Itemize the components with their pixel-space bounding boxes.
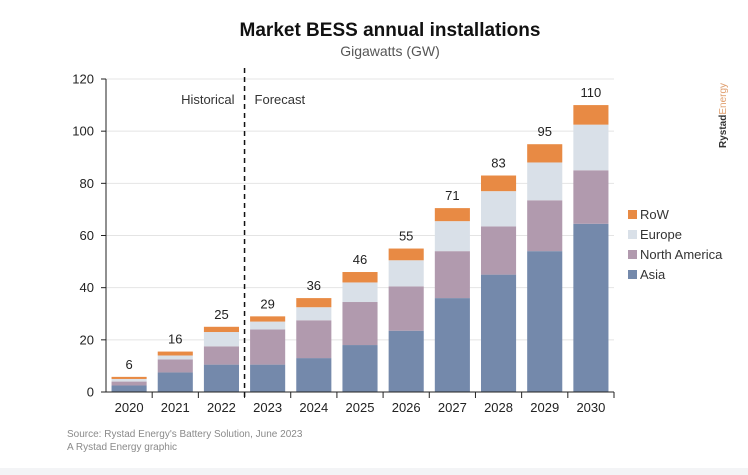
y-tick-label: 0	[87, 385, 94, 400]
bar-segment-europe	[250, 321, 286, 330]
y-tick-label: 100	[72, 124, 94, 139]
bar-segment-row	[434, 208, 470, 222]
bar-segment-asia	[296, 358, 332, 392]
legend-label: RoW	[640, 207, 670, 222]
bar-segment-europe	[157, 355, 193, 360]
bar-segment-europe	[527, 162, 563, 201]
x-tick-label: 2030	[576, 400, 605, 415]
total-label: 55	[399, 229, 413, 244]
bar-segment-north-america	[342, 302, 378, 346]
source-note: Source: Rystad Energy's Battery Solution…	[67, 428, 302, 454]
bar-segment-row	[480, 175, 517, 192]
y-tick-label: 60	[80, 228, 94, 243]
bar-segment-europe	[573, 124, 609, 171]
bottom-strip	[0, 468, 748, 475]
bar-segment-europe	[480, 191, 517, 227]
bar-segment-north-america	[388, 286, 424, 331]
bar-segment-europe	[203, 332, 240, 347]
bar-segment-europe	[388, 260, 424, 287]
total-label: 25	[214, 307, 228, 322]
credit-line: A Rystad Energy graphic	[67, 442, 178, 453]
legend-swatch	[628, 250, 637, 259]
bar-segment-europe	[434, 221, 470, 252]
x-tick-label: 2027	[438, 400, 467, 415]
bars	[111, 105, 609, 392]
x-tick-label: 2020	[115, 400, 144, 415]
x-tick-label: 2024	[299, 400, 328, 415]
bar-segment-asia	[434, 298, 470, 392]
legend-label: North America	[640, 247, 723, 262]
chart-title: Market BESS annual installations	[239, 20, 541, 41]
bar-segment-europe	[111, 378, 147, 382]
bar-segment-asia	[111, 385, 147, 392]
total-label: 29	[260, 296, 274, 311]
x-tick-label: 2023	[253, 400, 282, 415]
total-label: 83	[491, 156, 505, 171]
bar-segment-row	[342, 272, 378, 283]
bar-segment-north-america	[203, 346, 240, 365]
y-tick-label: 40	[80, 280, 94, 295]
bar-segment-asia	[573, 223, 609, 392]
x-tick-label: 2021	[161, 400, 190, 415]
historical-label: Historical	[181, 92, 235, 107]
bar-segment-asia	[388, 330, 424, 392]
total-label: 46	[353, 252, 367, 267]
total-label: 95	[537, 124, 551, 139]
total-label: 71	[445, 188, 459, 203]
chart-subtitle: Gigawatts (GW)	[340, 43, 440, 59]
legend-swatch	[628, 270, 637, 279]
bar-segment-row	[388, 248, 424, 261]
bar-segment-asia	[157, 372, 193, 392]
legend-swatch	[628, 230, 637, 239]
legend-label: Asia	[640, 267, 666, 282]
bar-segment-north-america	[157, 359, 193, 373]
source-line: Source: Rystad Energy's Battery Solution…	[67, 429, 303, 440]
bar-segment-asia	[203, 364, 240, 392]
bar-segment-north-america	[434, 251, 470, 299]
bar-segment-north-america	[527, 200, 563, 252]
labels: 6 16 25 29 36 46 55 71 83 95 110 Historical Forecast	[125, 85, 601, 372]
y-tick-label: 20	[80, 332, 94, 347]
bar-segment-row	[250, 316, 286, 322]
total-label: 36	[307, 278, 321, 293]
bar-segment-row	[527, 144, 563, 163]
bar-segment-row	[573, 105, 609, 125]
bar-segment-north-america	[296, 320, 332, 359]
bar-segment-asia	[480, 274, 517, 392]
bar-segment-asia	[250, 364, 286, 392]
x-tick-label: 2026	[392, 400, 421, 415]
x-tick-label: 2022	[207, 400, 236, 415]
bar-segment-europe	[342, 282, 378, 303]
total-label: 110	[581, 85, 602, 100]
y-tick-label: 120	[72, 72, 94, 87]
x-tick-label: 2028	[484, 400, 513, 415]
bar-segment-north-america	[111, 381, 147, 386]
bar-segment-asia	[527, 251, 563, 392]
y-tick-label: 80	[80, 176, 94, 191]
bar-segment-row	[203, 326, 240, 333]
x-tick-label: 2025	[346, 400, 375, 415]
total-label: 6	[125, 357, 132, 372]
bar-segment-row	[157, 351, 193, 356]
bar-segment-asia	[342, 345, 378, 392]
x-tick-label: 2029	[530, 400, 559, 415]
legend: RoW Europe North America Asia	[628, 207, 723, 282]
bar-segment-north-america	[573, 170, 609, 224]
forecast-label: Forecast	[255, 92, 306, 107]
total-label: 16	[168, 332, 182, 347]
axes: 0 20 40 60 80 100 120 2020 2021 2022 2023 2024 2025 2…	[72, 68, 615, 415]
bar-segment-row	[296, 298, 332, 308]
bar-segment-north-america	[250, 329, 286, 365]
legend-label: Europe	[640, 227, 682, 242]
bar-segment-row	[111, 376, 147, 379]
bar-segment-europe	[296, 307, 332, 321]
legend-swatch	[628, 210, 637, 219]
bar-segment-north-america	[480, 226, 517, 275]
